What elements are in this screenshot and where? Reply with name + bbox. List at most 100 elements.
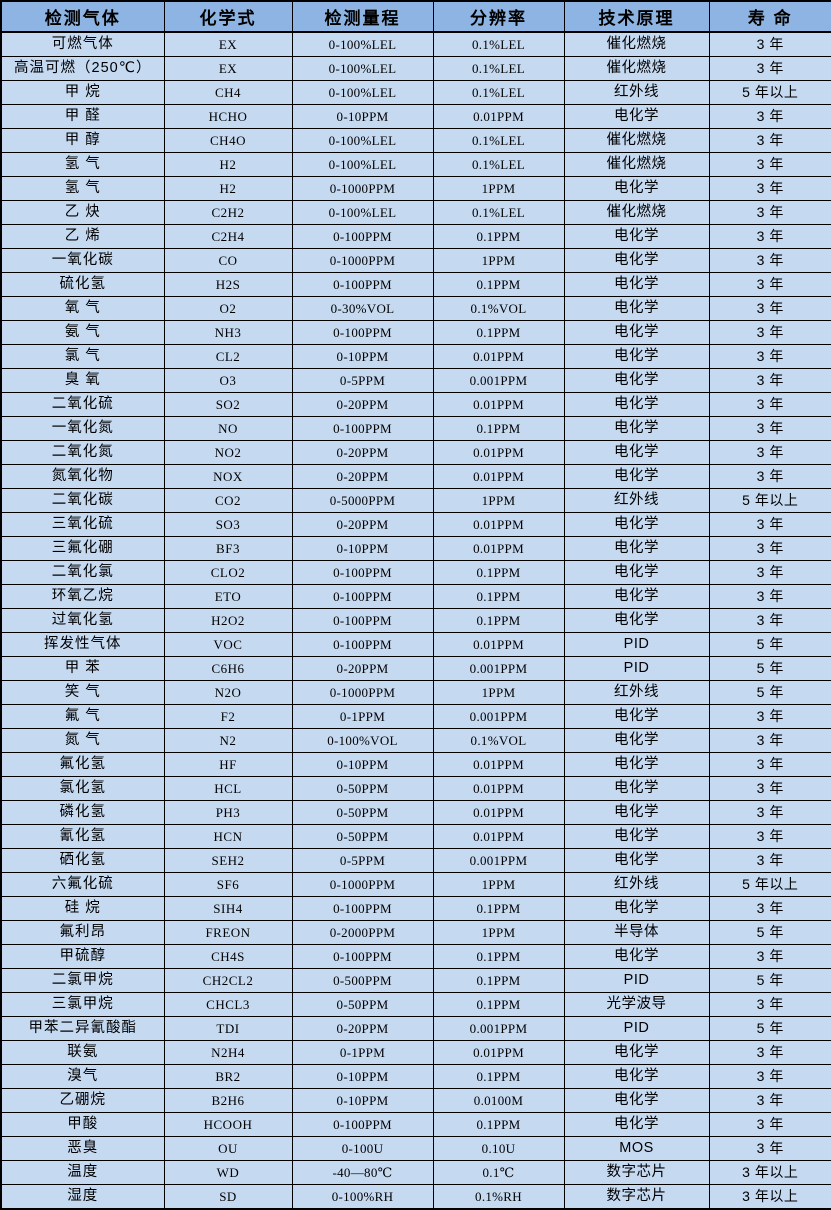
cell-technology-principle: 电化学 — [563, 224, 710, 249]
cell-resolution: 1PPM — [432, 680, 565, 705]
cell-lifespan: 5 年以上 — [708, 80, 831, 105]
cell-chemical-formula: CO — [163, 248, 293, 273]
table-row: 挥发性气体 VOC 0-100PPM 0.01PPM PID 5 年 — [0, 632, 831, 657]
cell-detection-range: 0-100%LEL — [291, 152, 434, 177]
cell-resolution: 0.0100M — [432, 1088, 565, 1113]
cell-technology-principle: 电化学 — [563, 728, 710, 753]
cell-lifespan: 3 年 — [708, 176, 831, 201]
table-row: 二氧化氮 NO2 0-20PPM 0.01PPM 电化学 3 年 — [0, 440, 831, 465]
table-row: 甲硫醇 CH4S 0-100PPM 0.1PPM 电化学 3 年 — [0, 944, 831, 969]
cell-chemical-formula: O2 — [163, 296, 293, 321]
cell-lifespan: 3 年 — [708, 944, 831, 969]
cell-chemical-formula: H2 — [163, 152, 293, 177]
table-row: 乙硼烷 B2H6 0-10PPM 0.0100M 电化学 3 年 — [0, 1088, 831, 1113]
cell-lifespan: 3 年 — [708, 992, 831, 1017]
cell-technology-principle: PID — [563, 656, 710, 681]
cell-lifespan: 3 年 — [708, 584, 831, 609]
column-header-technology-principle: 技术原理 — [563, 0, 710, 33]
cell-chemical-formula: NO — [163, 416, 293, 441]
cell-technology-principle: 电化学 — [563, 512, 710, 537]
cell-chemical-formula: CH4 — [163, 80, 293, 105]
table-row: 甲 苯 C6H6 0-20PPM 0.001PPM PID 5 年 — [0, 656, 831, 681]
cell-resolution: 1PPM — [432, 872, 565, 897]
cell-chemical-formula: CH4O — [163, 128, 293, 153]
cell-detection-range: 0-100PPM — [291, 944, 434, 969]
cell-resolution: 0.1PPM — [432, 944, 565, 969]
cell-gas-name: 氧 气 — [0, 296, 165, 321]
cell-detection-range: 0-1000PPM — [291, 680, 434, 705]
cell-lifespan: 3 年 — [708, 416, 831, 441]
cell-resolution: 0.1PPM — [432, 560, 565, 585]
cell-detection-range: 0-1PPM — [291, 704, 434, 729]
cell-chemical-formula: NO2 — [163, 440, 293, 465]
cell-technology-principle: 电化学 — [563, 344, 710, 369]
cell-lifespan: 3 年 — [708, 368, 831, 393]
column-header-chemical-formula: 化学式 — [163, 0, 293, 33]
cell-detection-range: 0-20PPM — [291, 440, 434, 465]
table-body: 可燃气体 EX 0-100%LEL 0.1%LEL 催化燃烧 3 年高温可燃（250℃） E… — [0, 31, 831, 1210]
table-row: 联氨 N2H4 0-1PPM 0.01PPM 电化学 3 年 — [0, 1040, 831, 1065]
cell-lifespan: 5 年以上 — [708, 872, 831, 897]
cell-detection-range: 0-20PPM — [291, 656, 434, 681]
cell-lifespan: 5 年 — [708, 968, 831, 993]
cell-resolution: 0.01PPM — [432, 440, 565, 465]
cell-detection-range: 0-100PPM — [291, 608, 434, 633]
cell-gas-name: 氮氧化物 — [0, 464, 165, 489]
cell-lifespan: 3 年 — [708, 536, 831, 561]
cell-chemical-formula: FREON — [163, 920, 293, 945]
cell-technology-principle: 电化学 — [563, 800, 710, 825]
cell-lifespan: 5 年以上 — [708, 488, 831, 513]
cell-resolution: 0.1PPM — [432, 584, 565, 609]
cell-gas-name: 一氧化氮 — [0, 416, 165, 441]
cell-resolution: 0.01PPM — [432, 536, 565, 561]
cell-technology-principle: 数字芯片 — [563, 1184, 710, 1210]
cell-detection-range: 0-50PPM — [291, 824, 434, 849]
cell-gas-name: 一氧化碳 — [0, 248, 165, 273]
cell-resolution: 0.1%LEL — [432, 56, 565, 81]
cell-chemical-formula: CO2 — [163, 488, 293, 513]
cell-gas-name: 三氧化硫 — [0, 512, 165, 537]
table-row: 硒化氢 SEH2 0-5PPM 0.001PPM 电化学 3 年 — [0, 848, 831, 873]
cell-resolution: 0.001PPM — [432, 848, 565, 873]
cell-gas-name: 氢 气 — [0, 152, 165, 177]
cell-lifespan: 3 年 — [708, 1112, 831, 1137]
cell-resolution: 0.1PPM — [432, 416, 565, 441]
cell-lifespan: 3 年 — [708, 152, 831, 177]
cell-resolution: 0.01PPM — [432, 776, 565, 801]
cell-gas-name: 氰化氢 — [0, 824, 165, 849]
cell-technology-principle: 电化学 — [563, 296, 710, 321]
table-row: 氟利昂 FREON 0-2000PPM 1PPM 半导体 5 年 — [0, 920, 831, 945]
cell-technology-principle: 电化学 — [563, 1112, 710, 1137]
cell-lifespan: 3 年 — [708, 1136, 831, 1161]
cell-detection-range: 0-50PPM — [291, 800, 434, 825]
cell-chemical-formula: CHCL3 — [163, 992, 293, 1017]
cell-technology-principle: PID — [563, 968, 710, 993]
cell-chemical-formula: CL2 — [163, 344, 293, 369]
cell-detection-range: 0-100PPM — [291, 896, 434, 921]
cell-resolution: 0.1%VOL — [432, 728, 565, 753]
cell-gas-name: 乙 炔 — [0, 200, 165, 225]
cell-resolution: 0.01PPM — [432, 104, 565, 129]
table-row: 氧 气 O2 0-30%VOL 0.1%VOL 电化学 3 年 — [0, 296, 831, 321]
cell-chemical-formula: SD — [163, 1184, 293, 1210]
cell-technology-principle: 电化学 — [563, 104, 710, 129]
cell-chemical-formula: PH3 — [163, 800, 293, 825]
table-row: 二氧化碳 CO2 0-5000PPM 1PPM 红外线 5 年以上 — [0, 488, 831, 513]
cell-detection-range: 0-5PPM — [291, 368, 434, 393]
cell-technology-principle: 催化燃烧 — [563, 56, 710, 81]
table-row: 氢 气 H2 0-1000PPM 1PPM 电化学 3 年 — [0, 176, 831, 201]
cell-chemical-formula: BF3 — [163, 536, 293, 561]
column-header-lifespan: 寿 命 — [708, 0, 831, 33]
cell-lifespan: 3 年 — [708, 224, 831, 249]
cell-chemical-formula: N2 — [163, 728, 293, 753]
cell-lifespan: 3 年 — [708, 1040, 831, 1065]
table-row: 过氧化氢 H2O2 0-100PPM 0.1PPM 电化学 3 年 — [0, 608, 831, 633]
cell-detection-range: 0-100PPM — [291, 272, 434, 297]
cell-chemical-formula: H2 — [163, 176, 293, 201]
cell-resolution: 0.1℃ — [432, 1160, 565, 1185]
cell-technology-principle: 电化学 — [563, 944, 710, 969]
cell-detection-range: 0-10PPM — [291, 344, 434, 369]
cell-chemical-formula: VOC — [163, 632, 293, 657]
table-row: 甲 醇 CH4O 0-100%LEL 0.1%LEL 催化燃烧 3 年 — [0, 128, 831, 153]
cell-gas-name: 氟 气 — [0, 704, 165, 729]
